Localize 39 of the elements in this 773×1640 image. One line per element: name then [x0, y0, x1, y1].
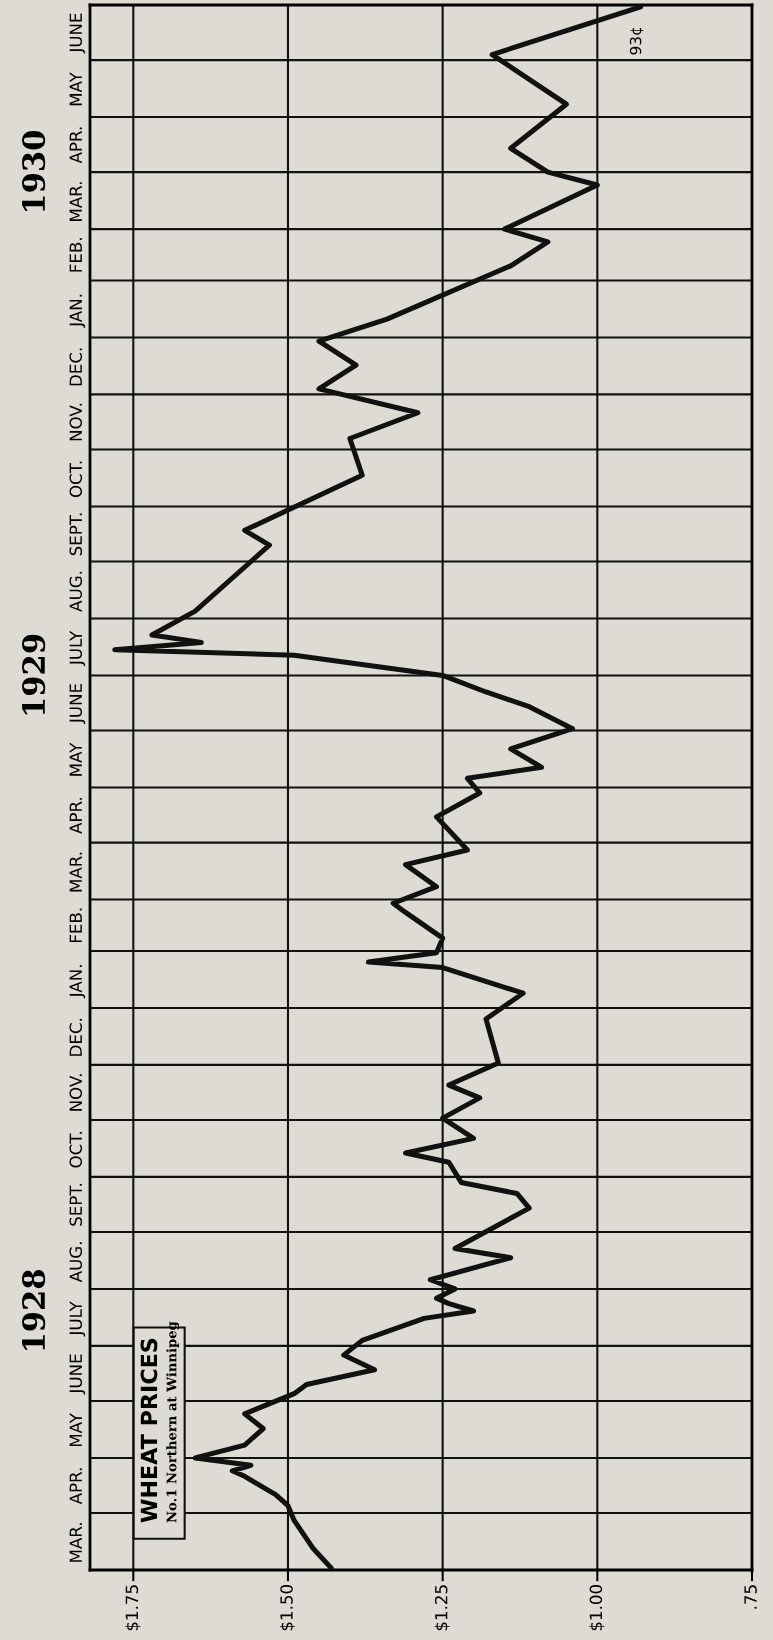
- x-tick-label: $1.75: [125, 1585, 141, 1631]
- y-tick-label: JUNE: [69, 684, 86, 724]
- y-tick-label: NOV.: [69, 403, 83, 441]
- y-tick-label: AUG.: [69, 1242, 83, 1283]
- y-tick-label: DEC.: [69, 1018, 83, 1056]
- x-tick-label: $1.00: [589, 1585, 605, 1631]
- y-tick-label: JULY: [69, 630, 86, 666]
- y-tick-label: SEPT.: [69, 513, 83, 556]
- annotation: 93¢: [629, 28, 644, 55]
- y-tick-label: MAY: [69, 1413, 82, 1447]
- y-tick-label: JUNE: [69, 13, 86, 54]
- y-tick-label: APR.: [69, 127, 82, 164]
- y-tick-label: SEPT.: [69, 1183, 83, 1226]
- y-tick-label: MAR.: [69, 182, 82, 221]
- y-tick-label: JUNE: [69, 1354, 86, 1395]
- x-tick-label: $1.25: [434, 1585, 450, 1631]
- y-tick-label: APR.: [69, 1468, 82, 1505]
- y-tick-label: AUG.: [69, 571, 83, 612]
- y-tick-label: JAN.: [69, 294, 86, 328]
- y-tick-label: MAR.: [69, 1523, 82, 1562]
- y-tick-label: FEB.: [69, 238, 82, 272]
- y-tick-label: NOV.: [69, 1074, 83, 1111]
- y-tick-label: MAR.: [69, 852, 82, 892]
- y-tick-label: DEC.: [69, 348, 83, 386]
- text: WHEAT PRICES: [140, 1338, 158, 1523]
- x-tick-label: .75: [744, 1585, 757, 1609]
- y-tick-label: JULY: [69, 1301, 86, 1337]
- y2-tick-label: 1930: [22, 131, 46, 211]
- y-tick-label: FEB.: [69, 908, 82, 943]
- y-tick-label: APR.: [69, 797, 82, 834]
- y2-tick-label: 1928: [22, 1270, 46, 1350]
- y2-tick-label: 1929: [22, 634, 46, 715]
- y-tick-label: MAY: [69, 742, 82, 776]
- y-tick-label: JAN.: [69, 965, 86, 999]
- y-tick-label: OCT.: [69, 461, 83, 498]
- text: No.1 Northern at Winnipeg: [166, 1321, 180, 1523]
- x-tick-label: $1.50: [279, 1585, 296, 1631]
- y-tick-label: MAY: [69, 72, 82, 106]
- y-tick-label: OCT.: [69, 1132, 83, 1168]
